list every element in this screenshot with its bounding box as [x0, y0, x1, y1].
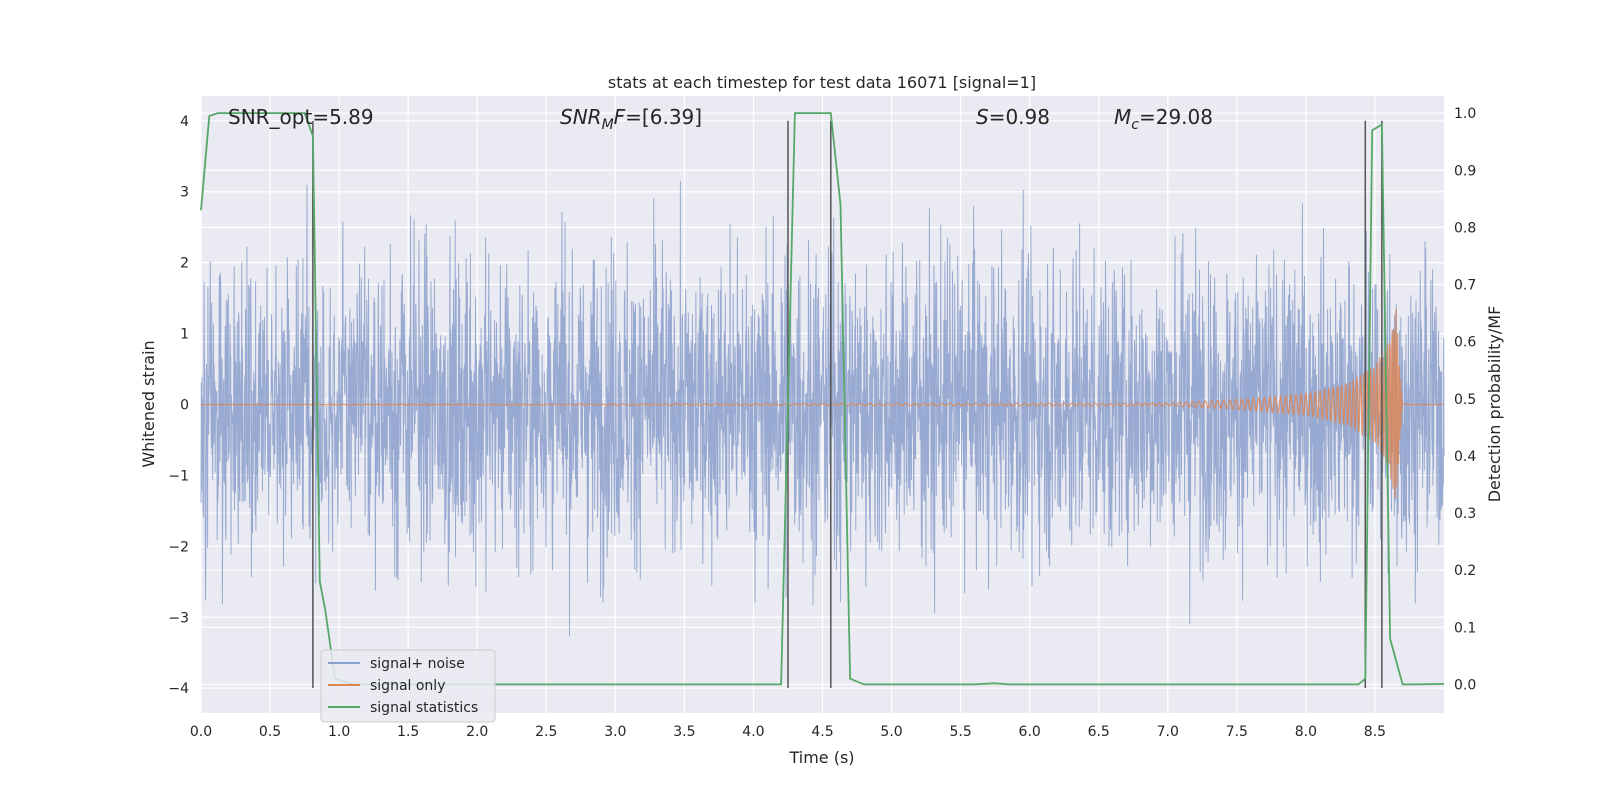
y-right-tick-label: 0.2: [1454, 563, 1476, 579]
annotation-snr-opt: SNR_opt=5.89: [228, 105, 374, 129]
x-tick-label: 0.0: [190, 724, 212, 740]
legend-label-signal-noise: signal+ noise: [370, 656, 465, 672]
y-left-tick-label: 0: [180, 398, 189, 414]
x-tick-label: 8.5: [1364, 724, 1386, 740]
signal-noise-line: [200, 181, 1445, 637]
y-left-tick-label: 2: [180, 256, 189, 272]
x-tick-label: 7.5: [1226, 724, 1248, 740]
legend: signal+ noise signal only signal statist…: [320, 649, 496, 723]
chart-title: stats at each timestep for test data 160…: [608, 73, 1036, 92]
x-tick-label: 8.0: [1295, 724, 1317, 740]
annotation-snr-mf: SNRMF=[6.39]: [560, 105, 702, 133]
y-left-tick-label: 4: [180, 114, 189, 130]
legend-label-signal-statistics: signal statistics: [370, 700, 478, 716]
y-axis-left-label: Whitened strain: [139, 340, 158, 467]
x-axis-label: Time (s): [788, 748, 854, 767]
y-right-tick-label: 0.5: [1454, 392, 1476, 408]
y-right-tick-label: 0.8: [1454, 220, 1476, 236]
annotation-mc: Mc=29.08: [1114, 105, 1213, 133]
x-tick-label: 2.5: [535, 724, 557, 740]
y-left-tick-label: 1: [180, 327, 189, 343]
x-tick-label: 1.5: [397, 724, 419, 740]
x-tick-label: 4.5: [811, 724, 833, 740]
x-tick-label: 0.5: [259, 724, 281, 740]
y-left-tick-label: −4: [168, 681, 189, 697]
y-right-tick-label: 0.7: [1454, 278, 1476, 294]
signal-statistics-series: [200, 112, 1445, 686]
x-tick-label: 6.0: [1019, 724, 1041, 740]
x-tick-label: 5.5: [949, 724, 971, 740]
signal-noise-series: [200, 181, 1445, 637]
y-right-tick-label: 1.0: [1454, 106, 1476, 122]
x-tick-label: 6.5: [1088, 724, 1110, 740]
x-tick-label: 3.5: [673, 724, 695, 740]
signal-only-line: [201, 308, 1444, 499]
signal-only-series: [201, 308, 1444, 499]
y-left-tick-label: −1: [168, 468, 189, 484]
x-tick-label: 7.0: [1157, 724, 1179, 740]
legend-label-signal-only: signal only: [370, 678, 445, 694]
legend-box: [320, 649, 496, 723]
y-axis-right-label: Detection probability/MF: [1485, 306, 1504, 503]
signal-statistics-line: [200, 112, 1445, 686]
y-left-tick-label: −3: [168, 610, 189, 626]
x-tick-label: 5.0: [880, 724, 902, 740]
x-tick-label: 4.0: [742, 724, 764, 740]
y-right-tick-label: 0.0: [1454, 677, 1476, 693]
y-right-tick-label: 0.1: [1454, 620, 1476, 636]
x-tick-label: 1.0: [328, 724, 350, 740]
y-right-tick-label: 0.6: [1454, 335, 1476, 351]
x-tick-label: 2.0: [466, 724, 488, 740]
y-right-tick-label: 0.3: [1454, 506, 1476, 522]
annotation-s: S=0.98: [976, 105, 1050, 129]
tick-labels: 0.0 0.5 1.0 1.5 2.0 2.5 3.0 3.5 4.0 4.5 5.0 5.5 6.0 6…: [168, 106, 1476, 740]
x-tick-label: 3.0: [604, 724, 626, 740]
y-left-tick-label: 3: [180, 185, 189, 201]
y-left-tick-label: −2: [168, 539, 189, 555]
y-right-tick-label: 0.9: [1454, 163, 1476, 179]
y-right-tick-label: 0.4: [1454, 449, 1476, 465]
